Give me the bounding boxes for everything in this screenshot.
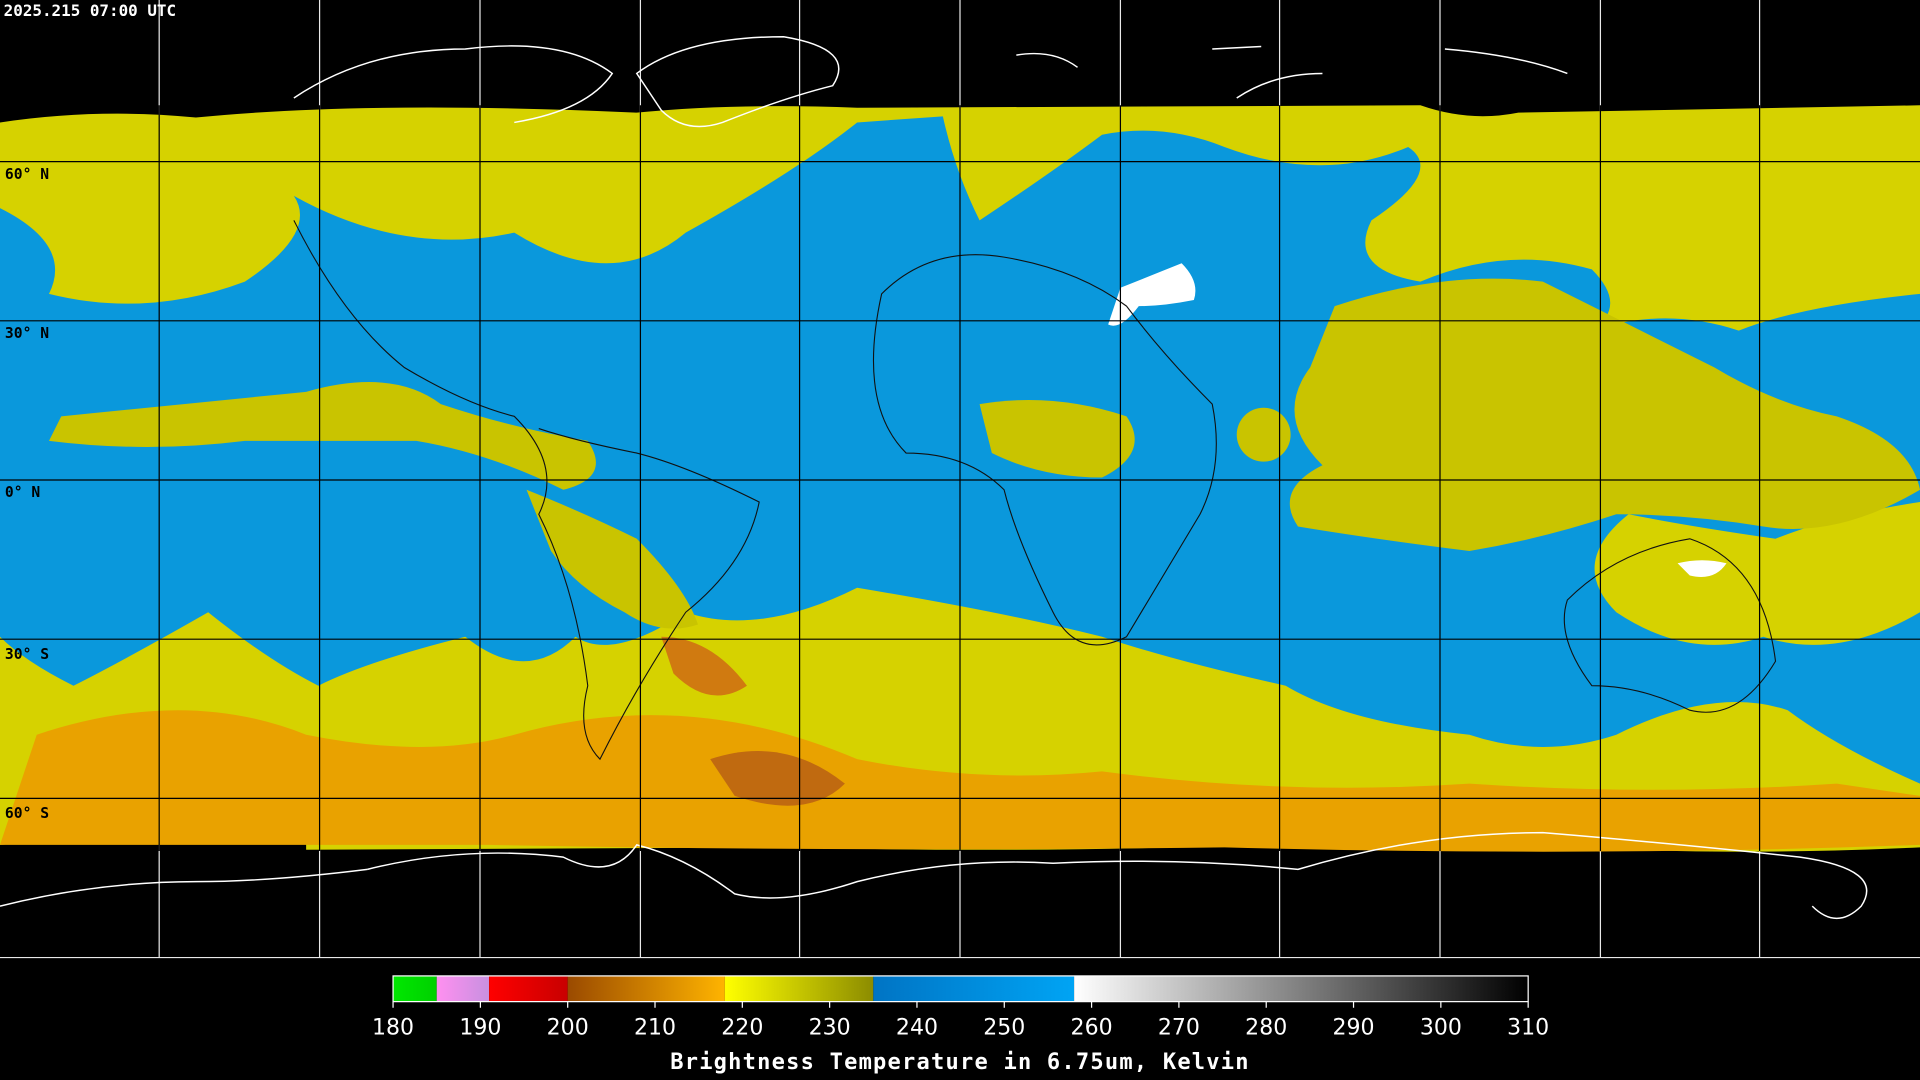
colorbar-tick-label: 250 (983, 1016, 1025, 1041)
colorbar-tick-label: 180 (372, 1016, 414, 1041)
timestamp: 2025.215 07:00 UTC (4, 1, 176, 20)
colorbar-tick-label: 200 (547, 1016, 589, 1041)
colorbar-tick-label: 310 (1507, 1016, 1549, 1041)
lat-label: 60° N (5, 166, 49, 183)
colorbar-segment (393, 975, 437, 1002)
colorbar: 180 190 200 210 220 230 240 250 260 270 280 290 300 3… (372, 975, 1549, 1041)
coastlines-dark (293, 220, 1777, 761)
colorbar-tick-label: 290 (1333, 1016, 1375, 1041)
colorbar-tick-label: 270 (1158, 1016, 1200, 1041)
colorbar-segment (436, 975, 490, 1002)
graticule (0, 105, 1920, 852)
coastlines (0, 35, 1868, 920)
colorbar-tick-label: 210 (634, 1016, 676, 1041)
colorbar-segment (724, 975, 874, 1002)
lat-label: 30° N (5, 325, 49, 342)
lat-label: 0° N (5, 484, 40, 501)
colorbar-title: Brightness Temperature in 6.75um, Kelvin (670, 1050, 1250, 1075)
lat-label: 30° S (5, 646, 49, 663)
colorbar-tick-label: 220 (721, 1016, 763, 1041)
colorbar-frame (392, 975, 1529, 1003)
colorbar-segment (873, 975, 1075, 1002)
colorbar-segment (1074, 975, 1529, 1002)
colorbar-tick-label: 240 (896, 1016, 938, 1041)
colorbar-segment (567, 975, 725, 1002)
lat-labels: 60° N 30° N 0° N 30° S 60° S (5, 166, 49, 822)
colorbar-tick-label: 280 (1245, 1016, 1287, 1041)
colorbar-tick-label: 260 (1071, 1016, 1113, 1041)
lat-label: 60° S (5, 805, 49, 822)
colorbar-segment (489, 975, 568, 1002)
colorbar-tick-label: 300 (1420, 1016, 1462, 1041)
colorbar-tick-label: 190 (459, 1016, 501, 1041)
colorbar-tick-label: 230 (809, 1016, 851, 1041)
